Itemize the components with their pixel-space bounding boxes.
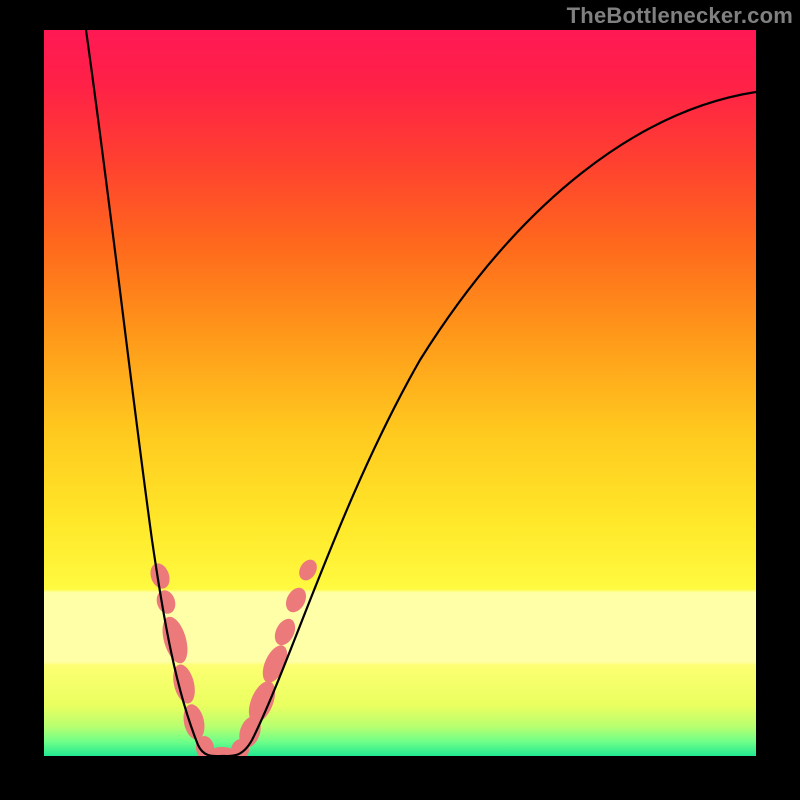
chart-container: TheBottlenecker.com	[0, 0, 800, 800]
plot-background	[44, 30, 756, 756]
bottleneck-chart	[0, 0, 800, 800]
